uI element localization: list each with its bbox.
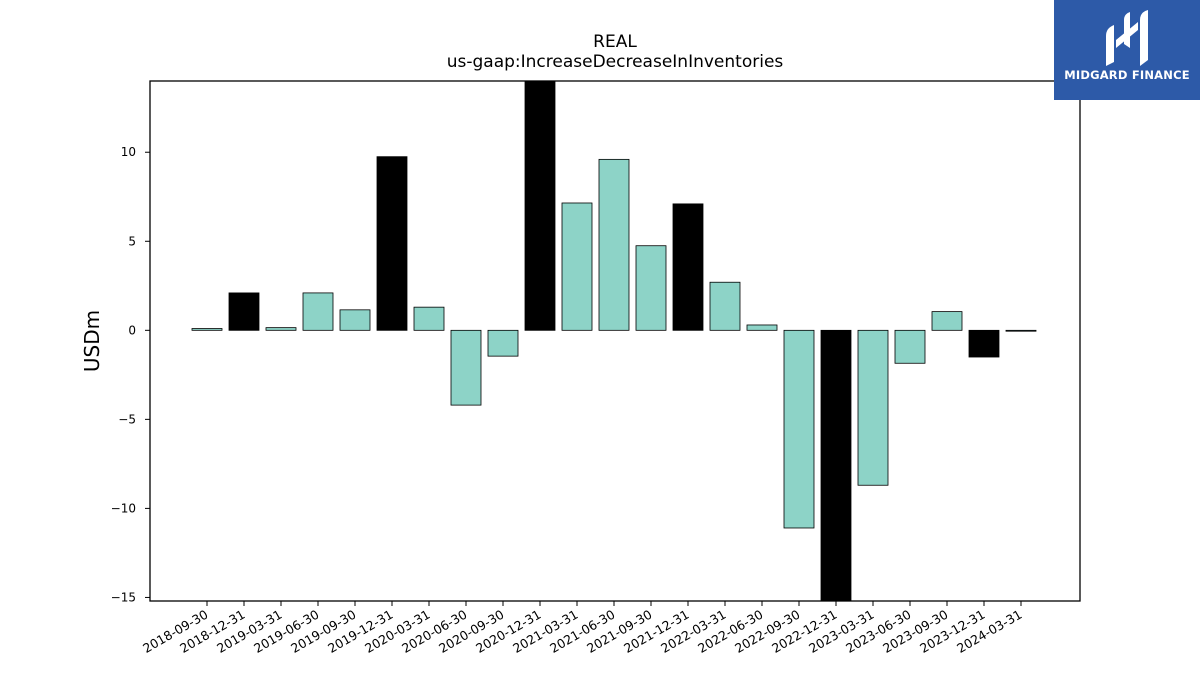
- bar-2018-09-30: [191, 328, 223, 331]
- chart-title: REAL: [593, 32, 637, 52]
- y-tick-label: 5: [128, 234, 136, 248]
- bar-2021-03-31: [561, 202, 593, 331]
- bar-2019-09-30: [339, 309, 371, 331]
- y-tick-label: 10: [121, 145, 136, 159]
- bar-2022-06-30: [746, 324, 778, 331]
- bar-2023-06-30: [894, 329, 926, 364]
- bar-2018-12-31: [228, 292, 260, 331]
- bar-2020-12-31: [524, 80, 556, 331]
- bar-2021-06-30: [598, 158, 630, 331]
- y-axis: −15 −10 −5 0 5 10: [111, 145, 150, 604]
- y-tick-label: −10: [111, 501, 136, 515]
- bar-2019-06-30: [302, 292, 334, 331]
- logo-mark-icon: [1106, 10, 1148, 66]
- bars-group: [191, 80, 1037, 602]
- plot-frame: [149, 80, 1081, 602]
- bar-2022-09-30: [783, 329, 815, 529]
- bar-2023-09-30: [931, 311, 963, 331]
- logo-text: MIDGARD FINANCE: [1064, 68, 1190, 82]
- bar-2021-09-30: [635, 245, 667, 331]
- bar-2019-03-31: [265, 327, 297, 331]
- bar-2019-12-31: [376, 156, 408, 331]
- bar-2023-03-31: [857, 329, 889, 486]
- bar-2022-12-31: [820, 329, 852, 602]
- chart-subtitle: us-gaap:IncreaseDecreaseInInventories: [446, 52, 784, 72]
- y-tick-label: 0: [128, 323, 136, 337]
- bar-2023-12-31: [968, 329, 1000, 358]
- bar-2022-03-31: [709, 281, 741, 331]
- y-tick-label: −5: [118, 412, 136, 426]
- y-tick-label: −15: [111, 590, 136, 604]
- bar-2021-12-31: [672, 203, 704, 331]
- x-axis: 2018-09-302018-12-312019-03-312019-06-30…: [140, 601, 1025, 656]
- bar-2020-06-30: [450, 329, 482, 406]
- y-axis-label: USDm: [80, 310, 104, 372]
- bar-2020-03-31: [413, 306, 445, 331]
- bar-2024-03-31: [1005, 329, 1037, 332]
- bar-2020-09-30: [487, 329, 519, 357]
- midgard-finance-logo: MIDGARD FINANCE: [1054, 0, 1200, 100]
